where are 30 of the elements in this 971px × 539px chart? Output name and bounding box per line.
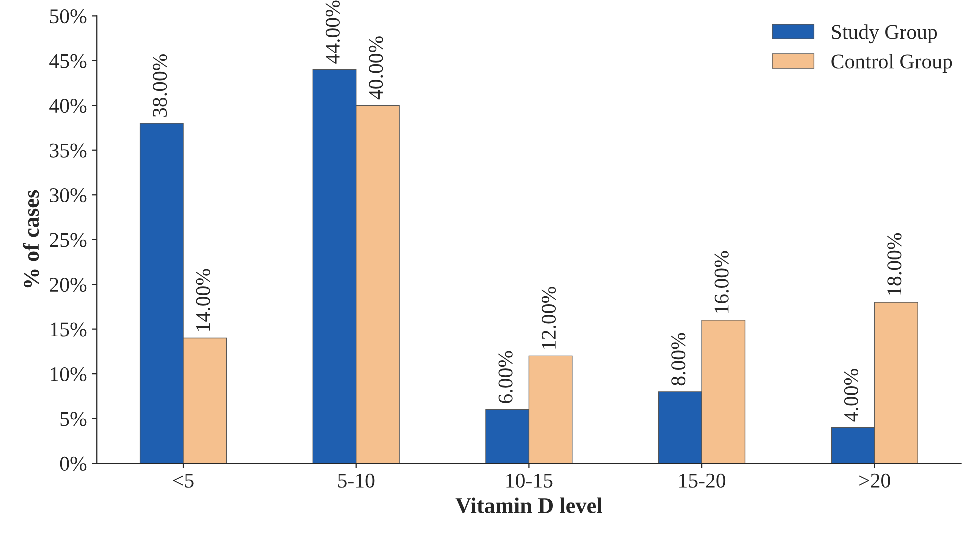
y-axis-title: % of cases <box>23 190 40 288</box>
y-tick-label: 45% <box>50 54 87 68</box>
x-axis-title: Vitamin D level <box>456 498 602 514</box>
data-label: 44.00% <box>326 0 340 64</box>
y-tick-label: 40% <box>50 99 87 114</box>
y-tick-label: 0% <box>60 456 87 472</box>
data-label: 14.00% <box>196 269 210 331</box>
x-tick-label: 15-20 <box>680 474 726 488</box>
x-tick-label: <5 <box>173 474 194 488</box>
data-label: 12.00% <box>542 287 556 349</box>
y-tick-label: 50% <box>50 10 87 24</box>
data-label: 16.00% <box>714 251 729 313</box>
data-label: 4.00% <box>844 369 859 422</box>
y-tick-label: 35% <box>50 144 87 158</box>
legend-label: Control Group <box>832 54 952 74</box>
x-tick-label: 10-15 <box>506 474 553 488</box>
y-tick-label: 5% <box>60 412 87 426</box>
data-label: 40.00% <box>369 36 384 100</box>
legend-label: Study Group <box>832 24 938 44</box>
y-tick-label: 25% <box>50 233 87 248</box>
data-label: 38.00% <box>153 54 168 117</box>
y-tick-label: 20% <box>50 278 87 292</box>
data-label: 8.00% <box>672 333 686 386</box>
data-label: 18.00% <box>888 233 902 296</box>
x-tick-label: 5-10 <box>338 474 375 488</box>
x-tick-label: >20 <box>860 474 890 488</box>
y-tick-label: 30% <box>50 188 87 203</box>
y-tick-label: 15% <box>51 322 87 337</box>
data-label: 6.00% <box>498 351 513 404</box>
y-tick-label: 10% <box>51 367 87 382</box>
